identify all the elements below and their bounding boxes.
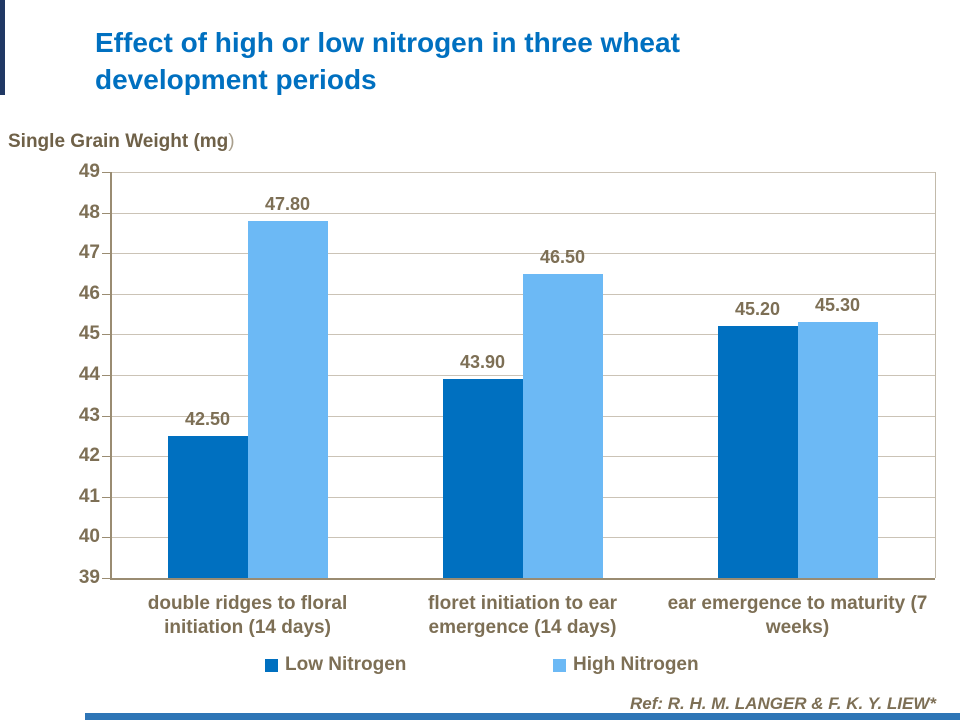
bar-value-label: 45.20 xyxy=(734,299,781,320)
legend-label-low-nitrogen: Low Nitrogen xyxy=(285,654,407,675)
reference-text: Ref: R. H. M. LANGER & F. K. Y. LIEW* xyxy=(629,694,936,713)
y-tick-mark-39 xyxy=(102,578,110,579)
gridline-49 xyxy=(110,172,935,173)
y-tick-mark-46 xyxy=(102,293,110,295)
y-tick-mark-48 xyxy=(102,212,110,214)
y-tick-label-42: 42 xyxy=(78,445,100,467)
y-tick-label-48: 48 xyxy=(78,201,100,223)
y-tick-label-41: 41 xyxy=(78,485,100,507)
legend-marker-high-nitrogen xyxy=(553,659,566,672)
y-tick-label-45: 45 xyxy=(78,323,100,345)
gridline-48 xyxy=(110,212,935,214)
plot-border-right xyxy=(935,172,936,578)
bar-low-nitrogen-group3 xyxy=(717,326,798,578)
bar-value-label: 45.30 xyxy=(814,295,861,316)
bar-high-nitrogen-group3 xyxy=(797,322,878,578)
x-category-label-2: floret initiation to ear emergence (14 d… xyxy=(428,593,617,638)
y-tick-label-44: 44 xyxy=(78,364,100,385)
bar-high-nitrogen-group1 xyxy=(247,220,328,578)
legend-item-high-nitrogen: High Nitrogen xyxy=(553,654,699,676)
legend-label-high-nitrogen: High Nitrogen xyxy=(573,654,699,675)
bar-low-nitrogen-group2 xyxy=(442,379,523,578)
y-tick-mark-40 xyxy=(102,537,110,539)
y-tick-mark-45 xyxy=(102,334,110,336)
page-title: Effect of high or low nitrogen in three … xyxy=(95,24,815,98)
y-tick-label-46: 46 xyxy=(78,282,100,304)
y-tick-mark-41 xyxy=(102,496,110,498)
y-tick-mark-44 xyxy=(102,375,110,376)
bar-value-label: 43.90 xyxy=(459,352,506,373)
y-tick-label-39: 39 xyxy=(78,567,100,588)
y-tick-mark-49 xyxy=(102,172,110,173)
y-tick-label-47: 47 xyxy=(78,242,100,264)
y-tick-mark-42 xyxy=(102,456,110,458)
x-category-label-1: double ridges to floral initiation (14 d… xyxy=(147,593,348,638)
x-category-label-3: ear emergence to maturity (7 weeks) xyxy=(667,593,928,638)
y-axis-title: Single Grain Weight (mg) xyxy=(8,131,235,153)
legend-marker-low-nitrogen xyxy=(265,659,278,672)
bar-value-label: 42.50 xyxy=(184,408,231,429)
y-axis-title-paren: ) xyxy=(228,131,235,152)
y-axis-line xyxy=(110,172,112,580)
y-tick-label-40: 40 xyxy=(78,526,100,548)
bar-high-nitrogen-group2 xyxy=(522,273,603,578)
bottom-accent-bar xyxy=(85,713,960,720)
y-tick-label-49: 49 xyxy=(78,161,100,182)
legend-item-low-nitrogen: Low Nitrogen xyxy=(265,654,406,676)
title-line-1: Effect of high or low nitrogen in three … xyxy=(95,27,680,58)
left-accent-stripe xyxy=(0,0,5,95)
y-tick-mark-43 xyxy=(102,415,110,417)
bar-value-label: 46.50 xyxy=(539,246,586,267)
gridline-47 xyxy=(110,253,935,255)
bar-value-label: 47.80 xyxy=(264,193,311,214)
title-line-2: development periods xyxy=(95,64,377,95)
bar-low-nitrogen-group1 xyxy=(167,435,248,578)
y-tick-label-43: 43 xyxy=(78,404,100,426)
x-axis-line xyxy=(110,578,935,580)
y-axis-title-text: Single Grain Weight (mg xyxy=(8,131,229,152)
y-tick-mark-47 xyxy=(102,253,110,255)
